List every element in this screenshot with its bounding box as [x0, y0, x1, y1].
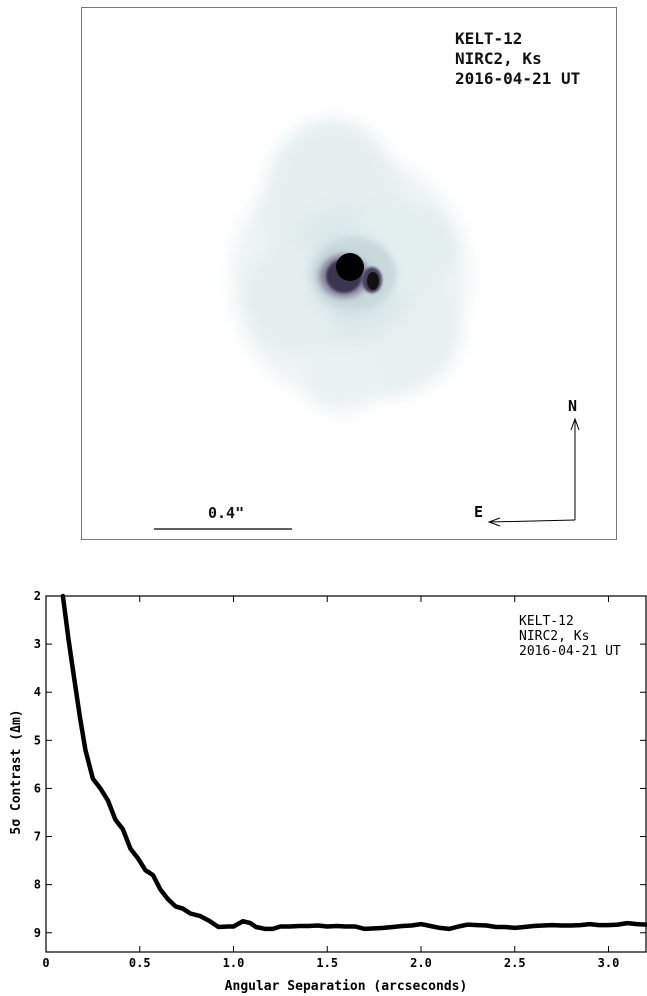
chart-annotation-line: 2016-04-21 UT — [519, 644, 621, 659]
x-tick-label: 0.5 — [129, 956, 151, 970]
y-axis-label: 5σ Contrast (Δm) — [9, 709, 24, 834]
psf-core — [312, 238, 396, 310]
scale-bar-label: 0.4" — [208, 504, 245, 522]
chart-axes — [45, 595, 647, 953]
y-tick-label: 5 — [34, 733, 41, 747]
y-tick-label: 7 — [34, 830, 41, 844]
x-tick-label: 3.0 — [598, 956, 620, 970]
x-tick-label: 1.5 — [316, 956, 338, 970]
chart-annotation-line: NIRC2, Ks — [519, 629, 589, 644]
y-tick-label: 9 — [34, 926, 41, 940]
compass-arrows — [487, 417, 580, 527]
ao-image-panel: KELT-12 NIRC2, Ks 2016-04-21 UT 0.4" N E — [81, 7, 617, 540]
x-tick-label: 0 — [42, 956, 49, 970]
image-label-date: 2016-04-21 UT — [455, 69, 581, 88]
ao-image — [154, 118, 580, 530]
contrast-curve-line — [60, 593, 647, 932]
image-label-instrument: NIRC2, Ks — [455, 49, 542, 68]
compass-north-label: N — [568, 397, 578, 415]
y-tick-label: 8 — [34, 878, 41, 892]
y-tick-label: 6 — [34, 781, 41, 795]
chart-annotation-line: KELT-12 — [519, 614, 574, 629]
x-tick-label: 2.5 — [504, 956, 526, 970]
plot-frame — [45, 595, 647, 953]
contrast-curve-chart: 0 0.5 1.0 1.5 2.0 2.5 3.0 2 3 4 5 6 7 8 9 KELT-12NIRC2… — [9, 589, 647, 994]
x-axis-label: Angular Separation (arcseconds) — [225, 979, 468, 994]
y-tick-label: 3 — [34, 637, 41, 651]
x-tick-label: 1.0 — [223, 956, 245, 970]
chart-ticks: 0 0.5 1.0 1.5 2.0 2.5 3.0 2 3 4 5 6 7 8 9 — [34, 589, 646, 970]
chart-series — [60, 593, 647, 932]
x-tick-label: 2.0 — [410, 956, 432, 970]
y-tick-label: 2 — [34, 589, 41, 603]
image-label-target: KELT-12 — [455, 29, 523, 48]
y-tick-label: 4 — [34, 685, 41, 699]
compass-east-label: E — [474, 503, 484, 521]
